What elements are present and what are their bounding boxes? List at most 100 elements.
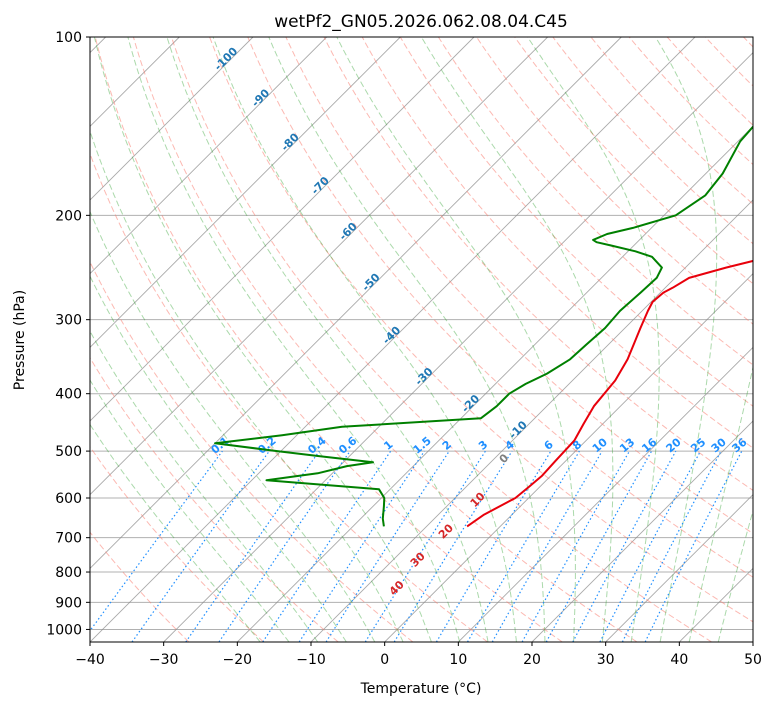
x-axis-ticks: −40 −30 −20 −10 0 10 20 30 40 50 — [75, 642, 762, 668]
dry-adiabat — [90, 356, 339, 642]
mixing-ratio-line — [644, 450, 743, 642]
dry-adiabat — [285, 37, 753, 535]
mixing-ratio-line — [521, 450, 631, 642]
dry-adiabat-lines — [90, 37, 753, 642]
sounding-profiles — [214, 125, 753, 528]
moist-adiabat — [127, 37, 461, 642]
adiabat-temperature-label: -10 — [507, 418, 530, 441]
y-tick-label: 300 — [55, 313, 82, 329]
mixing-ratio-line — [545, 450, 653, 642]
isotherm-line — [531, 420, 753, 642]
plot-frame — [89, 36, 754, 643]
x-tick-label: −40 — [75, 652, 105, 668]
mixing-ratio-label: 10 — [590, 435, 610, 455]
isotherm-line — [458, 346, 753, 642]
isotherm-line — [605, 494, 753, 642]
isotherm-line — [90, 37, 475, 422]
moist-adiabat — [420, 37, 614, 642]
reference-line-labels: 0.1 0.2 0.4 0.6 1 1.5 2 3 4 6 8 10 13 16 20 25 30 36-100-… — [209, 44, 750, 598]
adiabat-temperature-label: -30 — [412, 365, 435, 388]
mixing-ratio-label: 36 — [730, 435, 750, 455]
dry-adiabat — [323, 37, 753, 491]
wetbulb-label: 30 — [408, 549, 428, 569]
isotherm-line — [90, 37, 696, 642]
isotherm-line — [752, 641, 753, 642]
moist-adiabat — [212, 37, 517, 642]
x-tick-label: −20 — [223, 652, 253, 668]
mixing-ratio-line — [131, 450, 270, 642]
isotherm-line — [90, 37, 401, 348]
moist-adiabat-lines — [90, 37, 753, 642]
dry-adiabat — [132, 37, 638, 642]
mixing-ratio-label: 0.6 — [336, 434, 360, 457]
mixing-ratio-label: 20 — [664, 435, 684, 455]
y-axis-ticks: 1000 900 800 700 600 500 400 300 200 100 — [46, 30, 90, 638]
dry-adiabat — [361, 37, 753, 449]
dry-adiabat — [94, 37, 563, 642]
adiabat-temperature-label: -100 — [212, 44, 241, 73]
mixing-ratio-label: 25 — [688, 435, 708, 455]
wetbulb-label: 40 — [387, 578, 407, 598]
isotherm-line — [384, 273, 753, 642]
adiabat-temperature-label: -50 — [359, 270, 382, 293]
y-tick-label: 400 — [55, 387, 82, 403]
mixing-ratio-line — [325, 450, 450, 642]
y-tick-label: 600 — [55, 491, 82, 507]
mixing-ratio-line — [218, 450, 351, 642]
moist-adiabat — [688, 365, 753, 642]
isotherm-grid — [90, 37, 753, 642]
mixing-ratio-label: 13 — [617, 436, 637, 456]
isotherm-line — [237, 125, 753, 642]
dry-adiabat — [90, 531, 190, 642]
x-tick-label: 30 — [597, 652, 615, 668]
x-tick-label: −30 — [149, 652, 179, 668]
x-tick-label: 0 — [380, 652, 389, 668]
moist-adiabat — [90, 423, 261, 642]
x-tick-label: 10 — [449, 652, 467, 668]
isotherm-line — [163, 52, 753, 642]
y-axis-label: Pressure (hPa) — [12, 290, 28, 390]
dry-adiabat — [666, 37, 753, 126]
isotherm-line — [679, 567, 753, 642]
dry-adiabat — [90, 260, 414, 642]
dry-adiabat — [743, 37, 753, 48]
y-tick-label: 100 — [55, 30, 82, 46]
moist-adiabat — [166, 37, 489, 642]
x-axis-label: Temperature (°C) — [360, 681, 482, 697]
temperature-profile — [466, 259, 753, 528]
mixing-ratio-line — [466, 450, 580, 642]
x-tick-label: 40 — [670, 652, 688, 668]
moist-adiabat — [90, 210, 376, 642]
y-tick-label: 900 — [55, 595, 82, 611]
chart-title: wetPf2_GN05.2026.062.08.04.C45 — [274, 12, 568, 32]
mixing-ratio-label: 1.5 — [411, 434, 434, 456]
mixing-ratio-line — [435, 450, 552, 642]
y-tick-label: 200 — [55, 208, 82, 224]
mixing-ratio-label: 6 — [542, 438, 556, 453]
dry-adiabat — [247, 37, 753, 578]
y-tick-label: 700 — [55, 531, 82, 547]
mixing-ratio-label: 0.4 — [305, 434, 329, 457]
mixing-ratio-line — [393, 450, 513, 642]
dry-adiabat — [514, 37, 753, 285]
adiabat-temperature-label: -90 — [249, 86, 272, 109]
dry-adiabat — [209, 37, 753, 623]
wetbulb-label: 0 — [497, 451, 512, 466]
mixing-ratio-line — [185, 450, 320, 642]
dry-adiabat — [590, 37, 753, 205]
mixing-ratio-label: 30 — [709, 435, 729, 455]
moist-adiabat — [90, 275, 347, 642]
y-tick-label: 500 — [55, 444, 82, 460]
dewpoint-profile — [214, 125, 753, 527]
moist-adiabat — [268, 37, 546, 642]
y-tick-label: 800 — [55, 565, 82, 581]
moist-adiabat — [717, 509, 753, 642]
adiabat-temperature-label: -70 — [309, 174, 332, 197]
isotherm-line — [90, 37, 548, 496]
isotherm-line — [90, 37, 327, 275]
dry-adiabat — [476, 37, 753, 325]
dry-adiabat — [437, 37, 753, 366]
adiabat-temperature-label: -60 — [337, 220, 360, 243]
mixing-ratio-line — [298, 450, 425, 642]
mixing-ratio-line — [262, 450, 392, 642]
